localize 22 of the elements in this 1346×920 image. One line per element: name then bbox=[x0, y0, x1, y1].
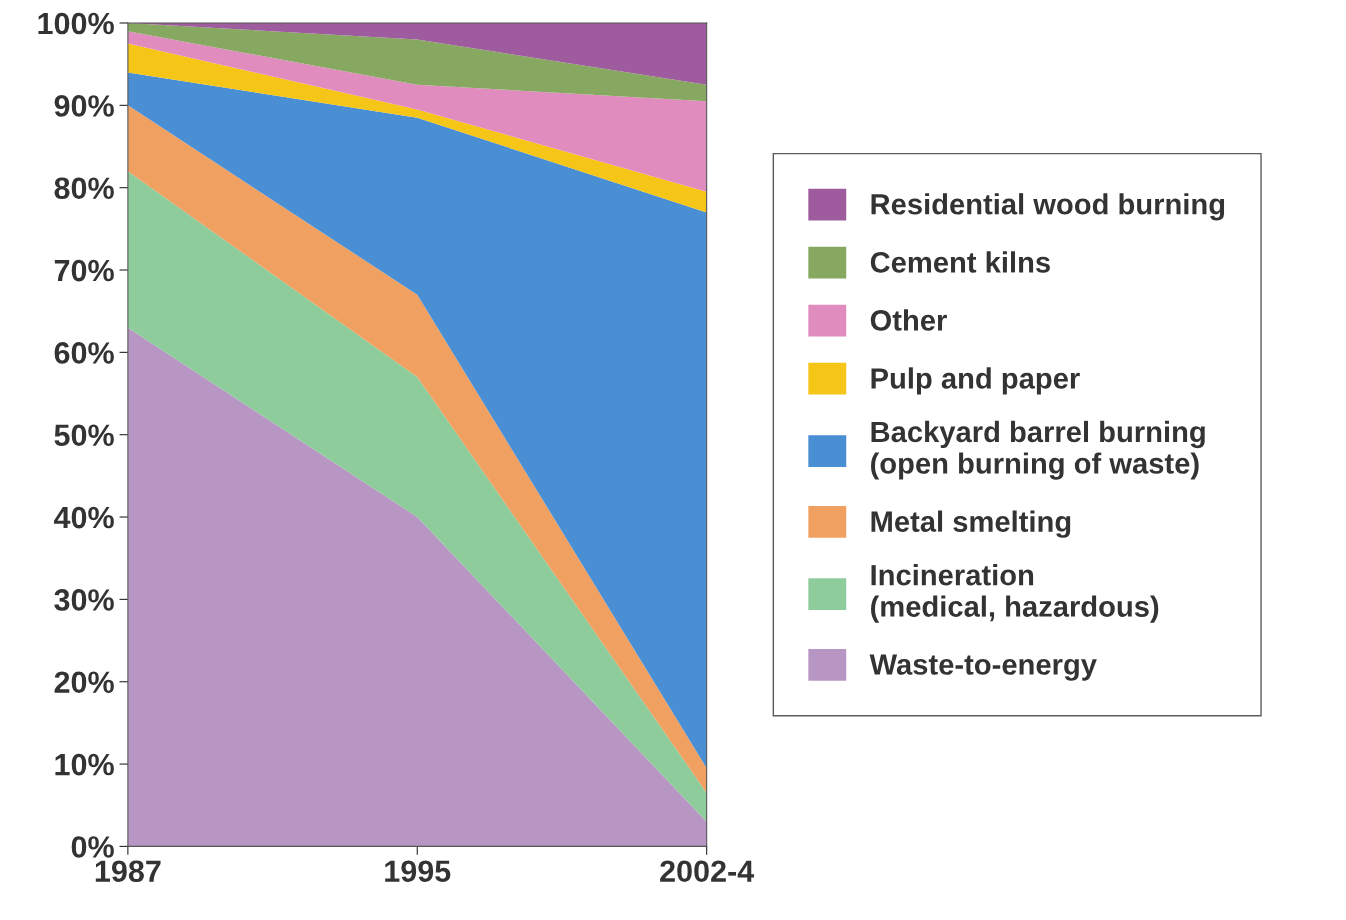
y-tick-label: 60% bbox=[54, 342, 114, 364]
legend-label: Residential wood burning bbox=[871, 193, 1225, 221]
y-tick-label: 80% bbox=[54, 177, 114, 200]
y-tick-label: 100% bbox=[38, 12, 114, 35]
legend-label: Backyard barrel burning (open burning of waste) bbox=[871, 420, 1205, 480]
legend-label: Waste-to-energy bbox=[869, 654, 1097, 681]
y-tick-label: 0% bbox=[71, 836, 114, 858]
y-tick-label: 30% bbox=[54, 589, 114, 611]
x-tick-label: 2002-4 bbox=[660, 860, 755, 883]
y-tick-label: 50% bbox=[54, 424, 114, 447]
y-tick-label: 40% bbox=[53, 506, 114, 529]
legend-label: Cement kilns bbox=[870, 251, 1050, 273]
y-tick-label: 20% bbox=[54, 671, 114, 694]
x-tick-label: 1987 bbox=[95, 860, 161, 883]
y-tick-label: 10% bbox=[55, 753, 114, 776]
x-tick-label: 1995 bbox=[385, 860, 451, 883]
legend-label: Other bbox=[870, 309, 947, 331]
legend-label: Pulp and paper bbox=[871, 367, 1080, 395]
legend-label: Metal smelting bbox=[871, 510, 1071, 538]
y-tick-label: 90% bbox=[54, 95, 114, 117]
y-tick-label: 70% bbox=[54, 259, 114, 282]
legend-label: Incineration (medical, hazardous) bbox=[871, 564, 1159, 623]
